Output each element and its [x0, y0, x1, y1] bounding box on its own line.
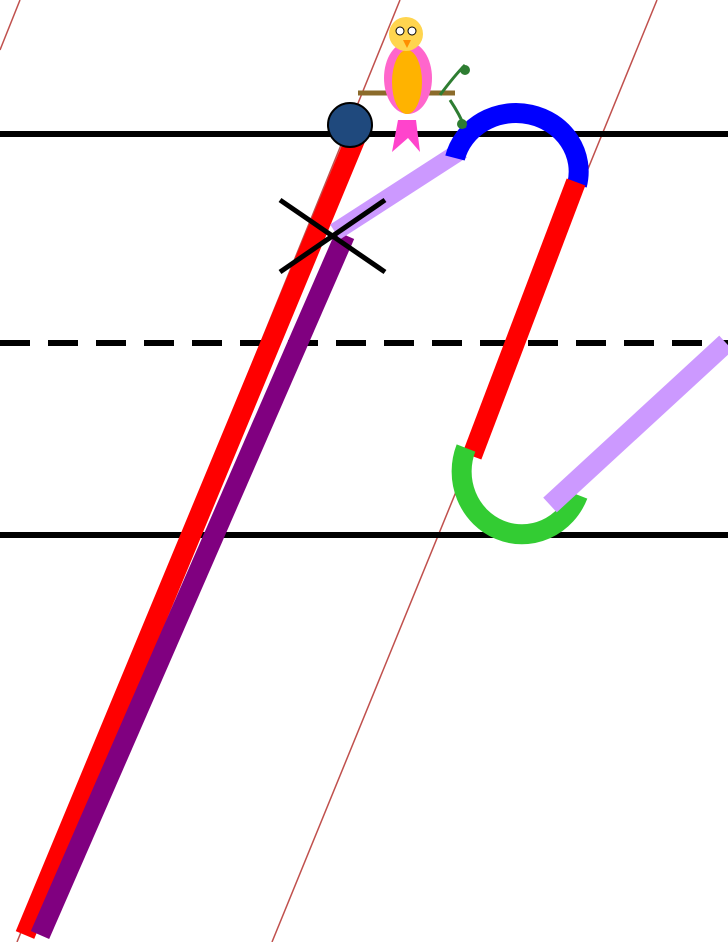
- start-dot: [327, 102, 373, 148]
- cross-mark: [278, 197, 387, 275]
- red-stroke: [462, 178, 586, 460]
- slant-guide: [0, 0, 21, 51]
- exit-stroke: [543, 335, 728, 513]
- purple-stroke: [30, 231, 355, 939]
- bird: [358, 17, 470, 152]
- bottom-arc: [451, 444, 588, 545]
- red-stroke: [15, 131, 367, 939]
- top-arc: [445, 103, 589, 188]
